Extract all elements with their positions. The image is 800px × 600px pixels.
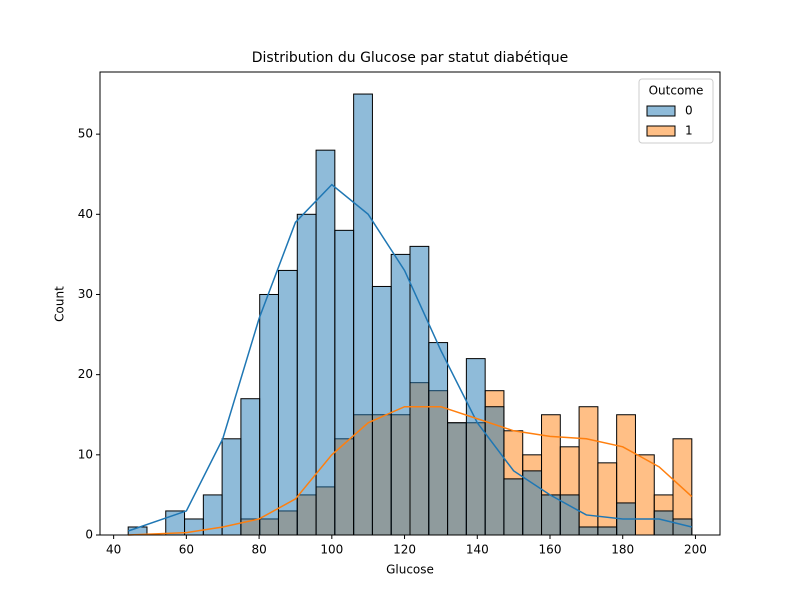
bar <box>259 293 279 536</box>
bar <box>240 398 261 536</box>
bar <box>390 253 411 536</box>
bar <box>315 149 336 536</box>
bar <box>503 478 524 536</box>
legend-swatch <box>646 125 676 137</box>
bar <box>296 213 317 536</box>
x-tick-label: 100 <box>320 543 343 557</box>
x-axis-label: Glucose <box>386 563 434 577</box>
bar <box>578 526 599 536</box>
bar <box>653 510 674 536</box>
y-tick-label: 30 <box>78 287 93 301</box>
bar <box>522 470 543 536</box>
x-tick-label: 180 <box>611 543 634 557</box>
y-tick-label: 0 <box>85 528 93 542</box>
bar <box>428 342 449 536</box>
bar <box>334 229 355 536</box>
bar <box>465 358 486 536</box>
plot-frame <box>99 71 721 536</box>
bar <box>541 494 561 536</box>
x-tick-label: 120 <box>393 543 416 557</box>
x-tick-label: 60 <box>179 543 194 557</box>
y-tick-label: 20 <box>78 367 93 381</box>
legend-title: Outcome <box>649 84 704 98</box>
kde-line <box>128 405 693 536</box>
y-tick-label: 40 <box>78 207 93 221</box>
x-tick-label: 140 <box>466 543 489 557</box>
bar <box>597 526 618 536</box>
bar <box>559 494 580 536</box>
legend-label: 1 <box>685 124 693 138</box>
bar <box>447 422 467 536</box>
bar <box>597 462 618 536</box>
bar <box>277 269 298 536</box>
chart-title: Distribution du Glucose par statut diabé… <box>252 50 569 66</box>
y-axis-label: Count <box>53 286 67 322</box>
bar <box>371 285 392 536</box>
x-tick-label: 200 <box>684 543 707 557</box>
y-tick-label: 50 <box>78 127 93 141</box>
bar <box>221 438 242 536</box>
legend-swatch <box>646 105 676 117</box>
legend-label: 0 <box>685 104 693 118</box>
bar <box>353 93 373 536</box>
kde-line <box>127 183 692 532</box>
x-tick-label: 80 <box>251 543 266 557</box>
bar <box>634 454 655 536</box>
y-tick-label: 10 <box>78 447 93 461</box>
x-tick-label: 40 <box>106 543 121 557</box>
x-tick-label: 160 <box>539 543 562 557</box>
